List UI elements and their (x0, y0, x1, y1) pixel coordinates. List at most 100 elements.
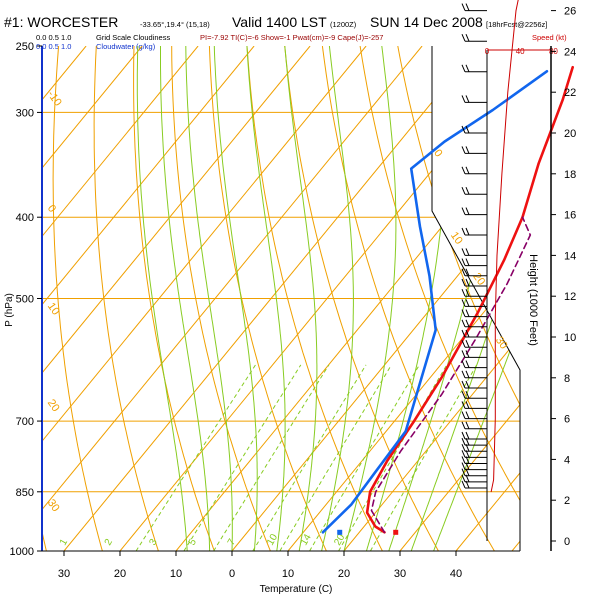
wind-barb-flag (465, 268, 470, 276)
moist-adiabat-line (284, 46, 318, 551)
height-tick-label: 12 (564, 291, 576, 303)
height-tick-label: 22 (564, 87, 576, 99)
wind-barb-flag (461, 319, 466, 327)
wind-barb-flag (465, 431, 470, 440)
utc-time: (1200Z) (330, 20, 357, 29)
wind-barb-flag (465, 401, 470, 409)
wind-barb-flag (465, 360, 470, 368)
wind-barb-flag (465, 95, 470, 103)
isotherm-line (42, 46, 255, 306)
station-title: #1: WORCESTER (4, 14, 118, 30)
mixing-ratio-line (279, 364, 392, 551)
isotherm-line (42, 46, 143, 169)
wind-barb-flag (465, 207, 470, 215)
height-tick-label: 26 (564, 6, 576, 18)
wind-barb-flag (465, 340, 470, 348)
isotherm-line (63, 46, 479, 551)
moist-adiabat-line (136, 46, 188, 551)
isotherm-line (42, 46, 311, 374)
wind-barb-flag (465, 380, 470, 389)
mixing-ratio-label: 20 (332, 532, 347, 548)
moist-adiabat-line (213, 46, 258, 551)
isotherm-line (42, 46, 423, 511)
wind-barb-flag (461, 146, 466, 154)
mixing-ratio-label: 2 (103, 537, 116, 548)
dry-adiabat-line (171, 46, 271, 551)
dry-adiabat-label: 10 (45, 301, 62, 318)
mixing-ratio-label: 5 (187, 537, 200, 548)
mixing-ratio-label: 14 (299, 532, 314, 548)
height-tick-label: 10 (564, 332, 576, 344)
wind-barb-flag (461, 207, 466, 215)
x-tick-label: 20 (338, 568, 350, 580)
wind-barb-flag (461, 187, 466, 195)
isotherm-line (399, 403, 520, 551)
wind-barb-flag (461, 258, 466, 266)
height-tick-label: 16 (564, 210, 576, 222)
pressure-tick-label: 500 (16, 294, 34, 306)
cloudwater-legend-label: Cloudwater (g/kg) (96, 42, 156, 51)
mixing-ratio-labels: 1 2 3 5 7 10 14 20 (58, 532, 348, 548)
dry-adiabat-line (321, 46, 495, 551)
pressure-tick-label: 1000 (10, 546, 34, 558)
pressure-axis-ticks: 250 300 400 500 700 850 1000 (10, 41, 42, 558)
wind-barb-flag (461, 268, 466, 276)
station-coords: -33.65°,19.4° (15,18) (140, 20, 210, 29)
wind-barb-flag (465, 437, 470, 446)
wind-barb-flag (461, 450, 466, 458)
wind-barb-flag (461, 360, 466, 368)
parcel-profile (370, 216, 532, 534)
x-axis-ticks: 30 20 10 0 10 20 30 40 (58, 551, 462, 580)
wind-barb-flag (465, 319, 470, 327)
isotherm-line (42, 46, 367, 443)
wind-barb-flag (465, 227, 470, 236)
wind-barb-flag (461, 64, 466, 72)
wind-barb-flag (461, 248, 466, 256)
wind-barb-flag (461, 227, 466, 236)
pressure-tick-label: 400 (16, 212, 34, 224)
x-tick-label: 10 (282, 568, 294, 580)
wind-barb-flag (461, 309, 466, 317)
wind-barb-flag (465, 444, 470, 452)
x-tick-label: 20 (114, 568, 126, 580)
moist-adiabat-line (185, 46, 233, 551)
wind-barb-flag (465, 329, 470, 338)
dry-adiabat-line (93, 46, 159, 551)
valid-time: Valid 1400 LST (232, 14, 327, 30)
height-axis-label: Height (1000 Feet) (527, 254, 539, 346)
dry-adiabat-label: 20 (470, 271, 487, 288)
wind-panel: 0408002468101214161820222426283032 (461, 0, 576, 551)
height-tick-label: 6 (564, 414, 570, 426)
pressure-tick-label: 700 (16, 416, 34, 428)
dry-adiabat-line (359, 46, 520, 502)
wind-barb-flag (461, 474, 466, 483)
x-tick-label: 0 (229, 568, 235, 580)
dry-adiabat-label: 30 (493, 335, 510, 352)
wind-barb-flag (465, 462, 470, 470)
wind-barb-flag (461, 289, 466, 297)
y-axis-label: P (hPa) (4, 293, 15, 327)
wind-barb-flag (465, 64, 470, 72)
height-tick-label: 2 (564, 495, 570, 507)
wind-barb-flag (461, 329, 466, 338)
wind-barb-flag (465, 125, 470, 134)
x-axis-label: Temperature (C) (260, 584, 333, 595)
temperature-profile (365, 65, 575, 534)
wind-barb-flag (461, 401, 466, 409)
wind-barb-flag (461, 3, 466, 11)
surface-marker (337, 529, 343, 535)
height-tick-label: 14 (564, 250, 576, 262)
wind-barb-flag (461, 456, 466, 464)
dry-adiabat-label: 10 (448, 230, 465, 247)
valid-date: SUN 14 Dec 2008 (370, 14, 483, 30)
dry-adiabat-line (284, 46, 439, 551)
wind-barb-flag (461, 299, 466, 307)
mixing-ratio-lines (135, 364, 478, 551)
wind-barb-flag (461, 370, 466, 378)
mixing-ratio-label: 7 (226, 537, 239, 548)
mixing-ratio-line (309, 364, 420, 551)
wind-barb-flag (461, 437, 466, 446)
wind-barb-flag (461, 34, 466, 42)
height-tick-label: 20 (564, 128, 576, 140)
